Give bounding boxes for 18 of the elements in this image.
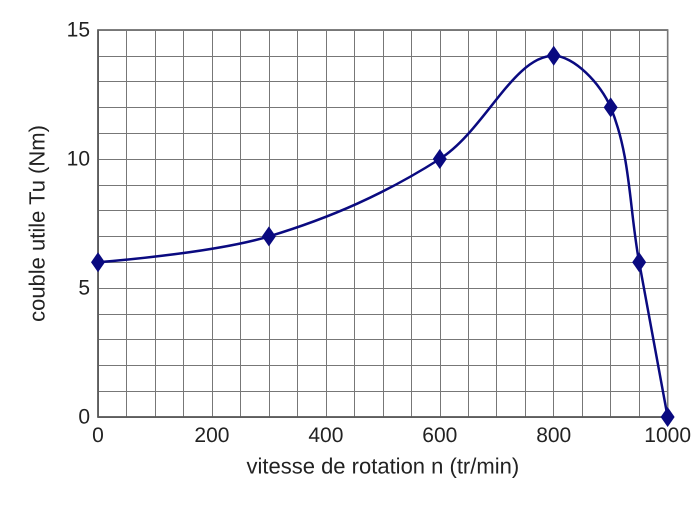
x-tick-label: 600 bbox=[422, 424, 458, 447]
y-tick-label: 15 bbox=[66, 18, 90, 42]
point bbox=[262, 226, 276, 246]
y-axis-title: couble utile Tu (Nm) bbox=[24, 125, 50, 322]
point bbox=[604, 97, 618, 118]
x-axis-title: vitesse de rotation n (tr/min) bbox=[246, 454, 520, 478]
x-tick-label: 400 bbox=[308, 424, 344, 447]
x-tick-label: 200 bbox=[194, 424, 230, 447]
x-tick-label: 1000 bbox=[644, 424, 691, 447]
point bbox=[660, 407, 675, 427]
y-tick-label: 0 bbox=[78, 406, 90, 428]
y-tick-label: 5 bbox=[78, 276, 90, 300]
x-tick-label: 0 bbox=[92, 424, 104, 447]
y-tick-label: 10 bbox=[66, 148, 90, 170]
x-tick-label: 800 bbox=[536, 424, 572, 447]
point bbox=[632, 252, 646, 272]
point bbox=[546, 46, 561, 66]
point bbox=[432, 149, 447, 169]
